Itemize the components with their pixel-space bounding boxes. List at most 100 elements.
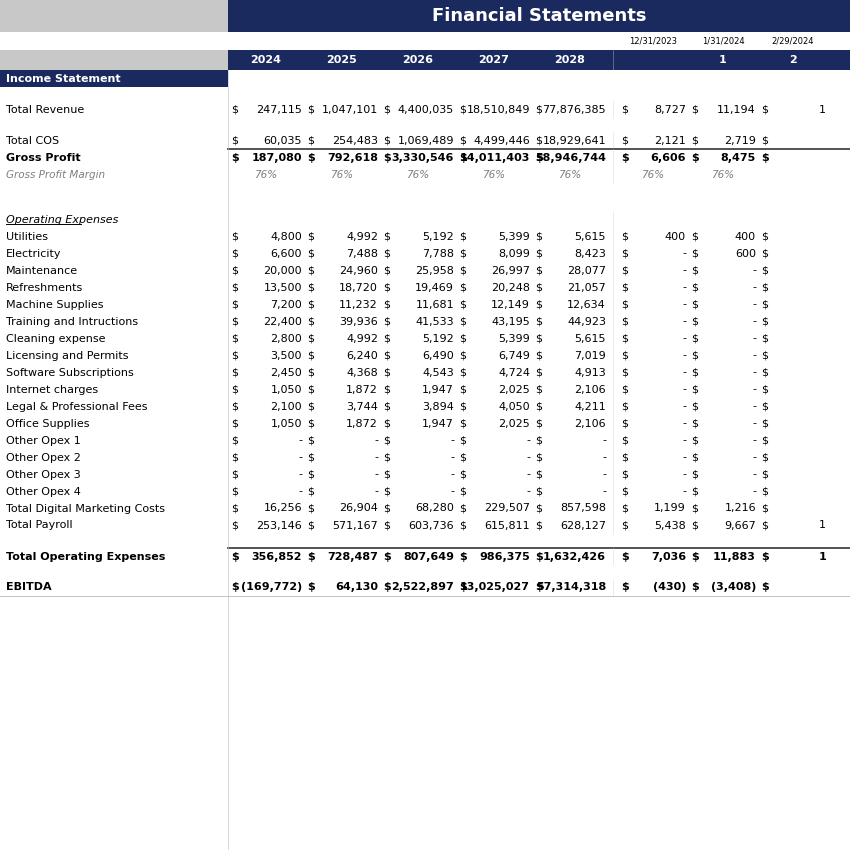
- Text: $: $: [383, 503, 390, 513]
- Text: $: $: [459, 520, 466, 530]
- Text: -: -: [526, 486, 530, 496]
- Text: $: $: [535, 367, 542, 377]
- Text: $: $: [459, 503, 466, 513]
- Text: $: $: [621, 135, 628, 145]
- Text: $: $: [459, 282, 466, 292]
- Text: $: $: [691, 452, 698, 462]
- Text: $: $: [535, 152, 543, 162]
- Bar: [0, 245, 850, 262]
- Text: 76%: 76%: [711, 169, 734, 179]
- Text: $: $: [535, 435, 542, 445]
- Text: 4,724: 4,724: [498, 367, 530, 377]
- Text: 39,936: 39,936: [339, 316, 378, 326]
- Text: $: $: [307, 401, 314, 411]
- Bar: [0, 228, 850, 245]
- Text: 792,618: 792,618: [327, 152, 378, 162]
- Text: $: $: [307, 282, 314, 292]
- Text: $: $: [621, 299, 628, 309]
- Text: $: $: [459, 333, 466, 343]
- Text: 1: 1: [819, 552, 826, 562]
- Text: 2,450: 2,450: [270, 367, 302, 377]
- Text: Operating Expenses: Operating Expenses: [6, 214, 118, 224]
- Text: 1,050: 1,050: [270, 418, 302, 428]
- Text: $: $: [621, 486, 628, 496]
- Text: $: $: [761, 316, 768, 326]
- Text: 7,019: 7,019: [575, 350, 606, 360]
- Text: $: $: [459, 418, 466, 428]
- Text: -: -: [374, 435, 378, 445]
- Text: 12,634: 12,634: [567, 299, 606, 309]
- Text: 4,543: 4,543: [422, 367, 454, 377]
- Text: $: $: [383, 452, 390, 462]
- Text: 9,667: 9,667: [724, 520, 756, 530]
- Text: 20,000: 20,000: [264, 265, 302, 275]
- Text: -: -: [602, 486, 606, 496]
- Text: 5,615: 5,615: [575, 231, 606, 241]
- Text: $: $: [459, 299, 466, 309]
- Text: 7,036: 7,036: [651, 552, 686, 562]
- Text: $: $: [231, 231, 238, 241]
- Text: -: -: [682, 350, 686, 360]
- Text: $: $: [761, 520, 768, 530]
- Bar: [0, 500, 850, 517]
- Text: $: $: [231, 469, 238, 479]
- Text: $: $: [691, 265, 698, 275]
- Text: 3,330,546: 3,330,546: [392, 152, 454, 162]
- Text: -: -: [752, 333, 756, 343]
- Text: 11,883: 11,883: [713, 552, 756, 562]
- Text: $: $: [231, 486, 238, 496]
- Text: 857,598: 857,598: [560, 503, 606, 513]
- Text: Gross Profit Margin: Gross Profit Margin: [6, 169, 105, 179]
- Text: -: -: [752, 418, 756, 428]
- Text: $: $: [459, 248, 466, 258]
- Text: 76%: 76%: [331, 169, 354, 179]
- Text: $: $: [307, 520, 314, 530]
- Text: 2: 2: [789, 55, 796, 65]
- Text: -: -: [752, 435, 756, 445]
- Text: $: $: [761, 265, 768, 275]
- Text: 4,992: 4,992: [346, 231, 378, 241]
- Text: 13,500: 13,500: [264, 282, 302, 292]
- Text: 5,438: 5,438: [654, 520, 686, 530]
- Text: $: $: [459, 582, 467, 592]
- Text: $: $: [761, 299, 768, 309]
- Bar: [0, 211, 850, 228]
- Text: $: $: [621, 350, 628, 360]
- Text: 1: 1: [819, 105, 826, 115]
- Text: $: $: [231, 582, 239, 592]
- Text: $: $: [459, 435, 466, 445]
- Text: $: $: [231, 503, 238, 513]
- Text: -: -: [298, 435, 302, 445]
- Text: $: $: [691, 135, 698, 145]
- Text: (169,772): (169,772): [241, 582, 302, 592]
- Text: $: $: [383, 135, 390, 145]
- Text: 12,149: 12,149: [491, 299, 530, 309]
- Text: $: $: [231, 248, 238, 258]
- Text: $: $: [691, 503, 698, 513]
- Text: 603,736: 603,736: [408, 520, 454, 530]
- Text: Other Opex 2: Other Opex 2: [6, 452, 81, 462]
- Text: 8,475: 8,475: [721, 152, 756, 162]
- Bar: [0, 32, 850, 50]
- Text: 1,047,101: 1,047,101: [322, 105, 378, 115]
- Text: -: -: [752, 486, 756, 496]
- Text: $: $: [621, 418, 628, 428]
- Text: 5,192: 5,192: [422, 231, 454, 241]
- Text: -: -: [298, 452, 302, 462]
- Text: 60,035: 60,035: [264, 135, 302, 145]
- Text: $: $: [307, 105, 314, 115]
- Text: $: $: [535, 418, 542, 428]
- Text: (430): (430): [653, 582, 686, 592]
- Text: $: $: [761, 435, 768, 445]
- Text: 57,314,318: 57,314,318: [536, 582, 606, 592]
- Text: 8,423: 8,423: [574, 248, 606, 258]
- Text: 6,606: 6,606: [650, 152, 686, 162]
- Text: $: $: [383, 582, 391, 592]
- Text: -: -: [752, 299, 756, 309]
- Text: Income Statement: Income Statement: [6, 73, 121, 83]
- Text: $: $: [459, 105, 466, 115]
- Bar: [0, 132, 850, 149]
- Text: $: $: [383, 367, 390, 377]
- Text: 68,280: 68,280: [415, 503, 454, 513]
- Text: 43,195: 43,195: [491, 316, 530, 326]
